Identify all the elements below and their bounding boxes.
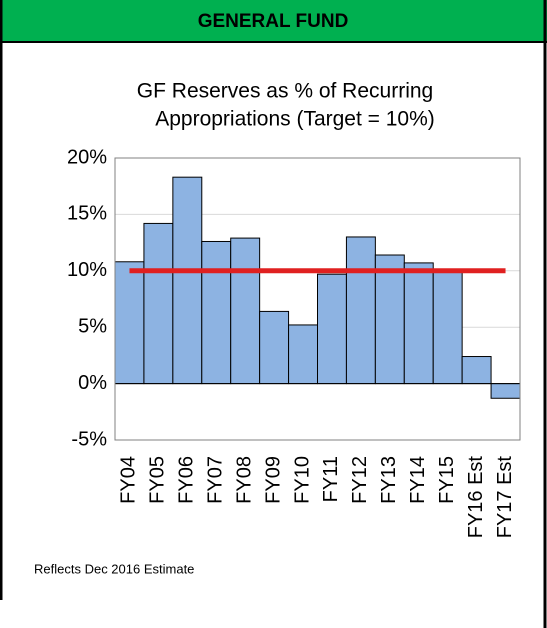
y-tick-label: -5% bbox=[71, 428, 107, 450]
y-tick-label: 15% bbox=[67, 203, 107, 225]
x-tick-label: FY07 bbox=[205, 456, 227, 504]
bar bbox=[114, 261, 145, 385]
bar bbox=[374, 254, 405, 385]
bar bbox=[490, 383, 521, 399]
bar bbox=[201, 240, 232, 385]
bar bbox=[172, 176, 203, 385]
bar bbox=[288, 324, 319, 385]
plot-frame bbox=[114, 157, 521, 441]
y-tick-label: 0% bbox=[78, 372, 107, 394]
x-tick-label: FY12 bbox=[349, 456, 371, 504]
bar bbox=[461, 356, 492, 385]
x-tick-label: FY05 bbox=[147, 456, 169, 504]
chart-title: GF Reserves as % of Recurring bbox=[137, 80, 433, 103]
y-tick-label: 20% bbox=[67, 146, 107, 168]
chart-title: Appropriations (Target = 10%) bbox=[155, 108, 435, 131]
x-tick-label: FY14 bbox=[407, 456, 429, 504]
x-tick-label: FY04 bbox=[118, 456, 140, 504]
x-tick-label: FY11 bbox=[320, 456, 342, 502]
bar bbox=[143, 222, 174, 385]
x-tick-label: FY17 Est bbox=[494, 456, 516, 539]
bar bbox=[317, 273, 347, 385]
x-tick-label: FY09 bbox=[262, 456, 284, 504]
bar bbox=[403, 262, 434, 385]
header-band bbox=[0, 0, 547, 42]
bar bbox=[230, 237, 261, 385]
x-tick-label: FY15 bbox=[436, 456, 458, 504]
x-tick-label: FY08 bbox=[233, 456, 255, 504]
x-tick-label: FY06 bbox=[176, 456, 198, 504]
bar bbox=[345, 236, 376, 385]
bar bbox=[432, 271, 463, 385]
header-title: GENERAL FUND bbox=[198, 11, 349, 32]
y-tick-label: 5% bbox=[78, 315, 107, 337]
bar bbox=[259, 310, 290, 385]
x-tick-label: FY16 Est bbox=[465, 456, 487, 539]
x-tick-label: FY10 bbox=[291, 456, 313, 504]
x-tick-label: FY13 bbox=[378, 456, 400, 504]
footnote: Reflects Dec 2016 Estimate bbox=[34, 561, 194, 576]
y-tick-label: 10% bbox=[67, 259, 107, 281]
